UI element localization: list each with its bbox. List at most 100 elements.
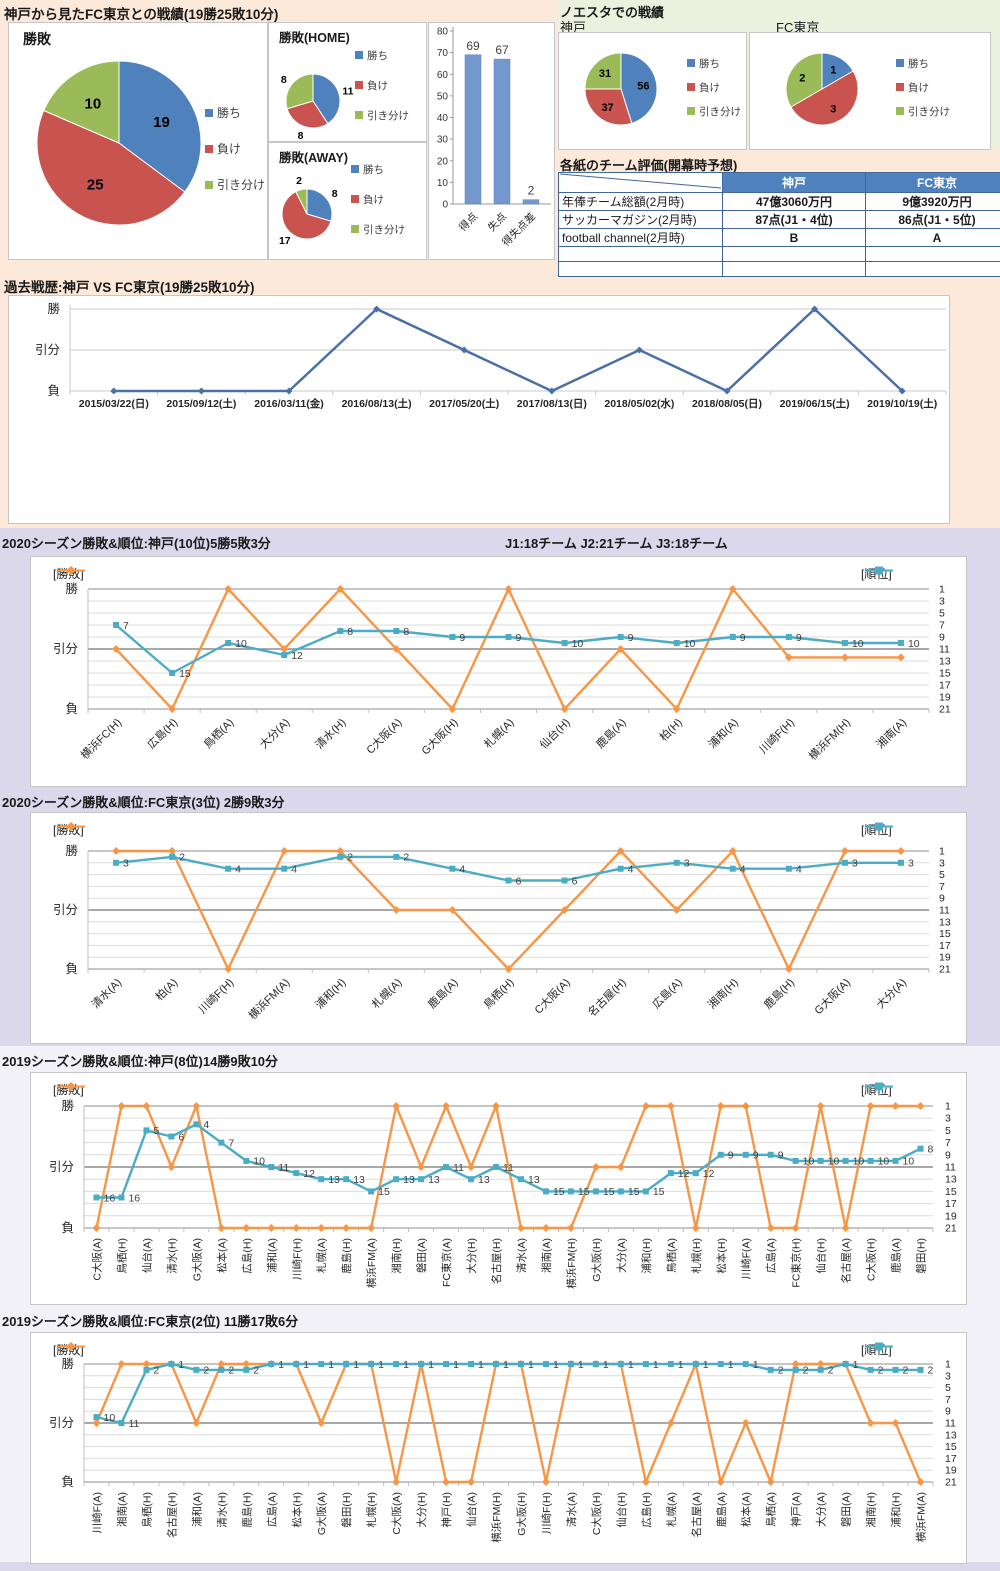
svg-text:湘南(H): 湘南(H) — [390, 1238, 403, 1274]
table-header-tokyo: FC東京 — [865, 172, 1000, 193]
svg-text:横浜FM(H): 横浜FM(H) — [806, 715, 853, 762]
rank-legend-open: [ — [861, 1083, 865, 1097]
svg-text:19: 19 — [945, 1210, 957, 1222]
svg-text:2: 2 — [253, 1365, 259, 1377]
svg-text:11: 11 — [945, 1162, 956, 1174]
svg-text:1: 1 — [303, 1359, 309, 1371]
combo-2020-kobe-box: [勝敗] [順位] 13579111315171921勝引分負715101288… — [30, 556, 967, 787]
svg-text:鹿島(H): 鹿島(H) — [340, 1238, 353, 1274]
svg-text:9: 9 — [728, 1150, 734, 1162]
history-title: 過去戦歴:神戸 VS FC東京(19勝25敗10分) — [4, 280, 255, 295]
svg-text:3: 3 — [908, 858, 914, 870]
rank-legend-open: [ — [861, 567, 865, 581]
svg-text:清水(H): 清水(H) — [313, 716, 349, 752]
svg-text:仙台(H): 仙台(H) — [536, 715, 572, 751]
svg-text:1: 1 — [453, 1359, 459, 1371]
svg-text:1: 1 — [278, 1359, 284, 1371]
svg-text:4: 4 — [203, 1119, 209, 1131]
svg-text:湘南(A): 湘南(A) — [115, 1492, 128, 1527]
svg-text:5: 5 — [939, 869, 945, 881]
svg-text:川崎F(A): 川崎F(A) — [90, 1492, 103, 1533]
svg-text:1: 1 — [603, 1359, 609, 1371]
svg-text:札幌(A): 札幌(A) — [315, 1238, 328, 1273]
svg-text:67: 67 — [495, 43, 509, 57]
svg-text:引き分け: 引き分け — [367, 109, 409, 122]
svg-text:19: 19 — [939, 692, 951, 704]
result-legend: [勝敗] — [53, 821, 85, 838]
svg-text:広島(A): 広島(A) — [765, 1238, 778, 1273]
svg-text:10: 10 — [684, 638, 696, 650]
svg-text:13: 13 — [478, 1174, 490, 1186]
table-diagonal-cell — [558, 172, 723, 193]
table-row: サッカーマガジン(2月時) 87点(J1・4位) 86点(J1・5位) — [558, 210, 1000, 229]
svg-text:横浜FM(H): 横浜FM(H) — [565, 1238, 578, 1289]
svg-text:G大阪(H): G大阪(H) — [590, 1238, 603, 1282]
svg-text:1: 1 — [728, 1359, 734, 1371]
svg-text:鳥栖(A): 鳥栖(A) — [665, 1238, 678, 1273]
svg-text:鹿島(A): 鹿島(A) — [425, 975, 461, 1011]
svg-text:10: 10 — [572, 638, 584, 650]
svg-text:30: 30 — [437, 135, 449, 146]
svg-text:3: 3 — [939, 857, 945, 869]
svg-text:7: 7 — [228, 1137, 234, 1149]
history-chart-box: 勝引分負 2015/03/22(日) 2015/09/12(土) 2016/03/11… — [8, 295, 950, 524]
svg-text:17: 17 — [279, 235, 291, 247]
svg-text:負: 負 — [65, 702, 78, 716]
svg-text:15: 15 — [179, 668, 191, 680]
svg-text:3: 3 — [945, 1113, 951, 1125]
svg-text:2: 2 — [203, 1365, 209, 1377]
rank-legend: [順位] — [861, 821, 893, 838]
noevir-tokyo-label: FC東京 — [776, 20, 820, 35]
table-empty-row — [558, 246, 1000, 262]
rank-legend: [順位] — [861, 1341, 893, 1358]
svg-text:11: 11 — [945, 1418, 956, 1430]
svg-text:15: 15 — [939, 928, 951, 940]
svg-text:G大阪(H): G大阪(H) — [418, 715, 460, 757]
svg-text:松本(A): 松本(A) — [215, 1238, 228, 1273]
svg-text:勝: 勝 — [65, 843, 78, 858]
svg-text:柏(A): 柏(A) — [152, 975, 180, 1003]
svg-text:名古屋(H): 名古屋(H) — [165, 1492, 178, 1538]
svg-text:6: 6 — [516, 875, 522, 887]
svg-text:負け: 負け — [363, 194, 384, 206]
svg-text:2015/09/12(土): 2015/09/12(土) — [166, 397, 236, 410]
svg-text:大分(A): 大分(A) — [873, 975, 909, 1011]
svg-text:大分(A): 大分(A) — [815, 1492, 828, 1527]
svg-text:13: 13 — [353, 1174, 365, 1186]
svg-text:負け: 負け — [367, 80, 388, 92]
orange-series-icon — [57, 822, 85, 831]
svg-text:8: 8 — [347, 626, 353, 638]
svg-text:大分(H): 大分(H) — [465, 1238, 478, 1274]
svg-text:15: 15 — [945, 1441, 957, 1453]
svg-text:川崎F(H): 川崎F(H) — [540, 1492, 553, 1534]
svg-text:勝: 勝 — [61, 1356, 74, 1371]
svg-text:2: 2 — [828, 1365, 834, 1377]
svg-text:6: 6 — [178, 1131, 184, 1143]
svg-text:勝ち: 勝ち — [699, 57, 720, 70]
svg-text:16: 16 — [128, 1192, 140, 1204]
svg-text:広島(A): 広島(A) — [265, 1492, 278, 1527]
svg-text:2018/08/05(日): 2018/08/05(日) — [692, 398, 762, 410]
svg-text:仙台(H): 仙台(H) — [815, 1238, 828, 1274]
svg-text:1: 1 — [553, 1359, 559, 1371]
svg-text:横浜FM(H): 横浜FM(H) — [490, 1492, 503, 1543]
svg-text:1: 1 — [753, 1359, 759, 1371]
combo-2019-tokyo-box: [勝敗] [順位] 13579111315171921勝引分負101121222… — [30, 1332, 967, 1564]
svg-text:11: 11 — [939, 644, 950, 656]
svg-text:13: 13 — [403, 1174, 415, 1186]
svg-text:鹿島(A): 鹿島(A) — [715, 1492, 728, 1527]
svg-text:4: 4 — [459, 864, 465, 876]
svg-text:15: 15 — [628, 1186, 640, 1198]
result-legend-close: ] — [80, 823, 84, 837]
row-value-tokyo: 9億3920万円 — [865, 192, 1000, 211]
svg-text:3: 3 — [939, 596, 945, 608]
goals-bar-box: 0 10 20 30 40 50 60 70 80 69 得点 67 失点 2 得失点差 — [428, 22, 555, 260]
svg-text:7: 7 — [945, 1394, 951, 1406]
svg-text:2016/08/13(土): 2016/08/13(土) — [342, 397, 412, 410]
head-to-head-title: 神戸から見たFC東京との戦績(19勝25敗10分) — [4, 7, 279, 22]
svg-text:3: 3 — [852, 858, 858, 870]
svg-text:磐田(A): 磐田(A) — [415, 1238, 428, 1273]
row-label: サッカーマガジン(2月時) — [558, 210, 723, 229]
